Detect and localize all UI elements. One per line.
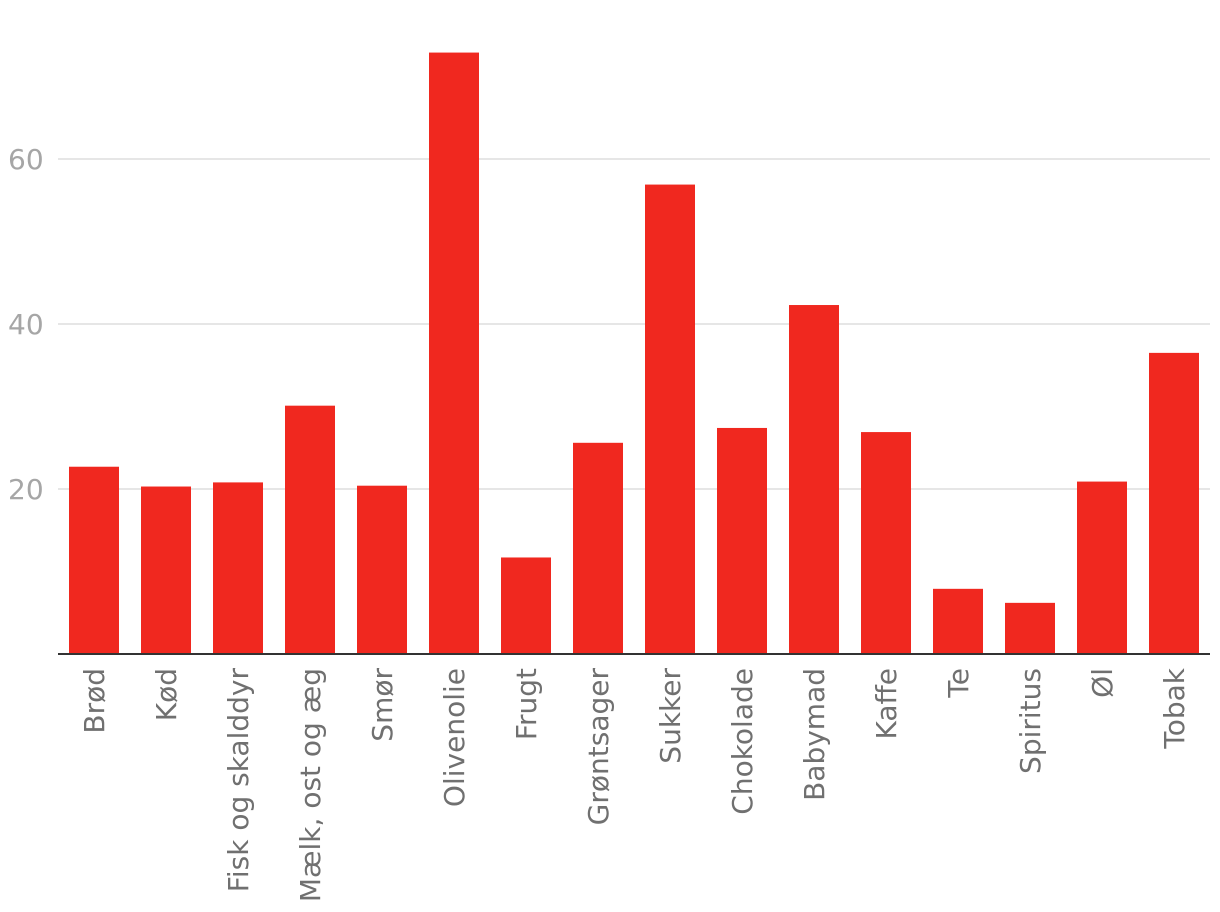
bar xyxy=(285,405,335,654)
bar xyxy=(789,305,839,654)
x-tick-label: Babymad xyxy=(798,668,831,801)
y-tick-label: 40 xyxy=(8,308,44,341)
bars xyxy=(69,52,1199,654)
x-tick-label: Kød xyxy=(150,668,183,721)
x-tick-label: Tobak xyxy=(1158,667,1191,749)
x-tick-label: Sukker xyxy=(654,668,687,764)
bar xyxy=(717,427,767,654)
bar xyxy=(1149,352,1199,654)
bar xyxy=(933,588,983,654)
x-tick-label: Frugt xyxy=(510,668,543,740)
x-tick-label: Chokolade xyxy=(726,668,759,815)
bar xyxy=(645,184,695,654)
y-tick-label: 60 xyxy=(8,143,44,176)
x-tick-label: Olivenolie xyxy=(438,668,471,807)
x-tick-label: Kaffe xyxy=(870,668,903,740)
bar xyxy=(573,442,623,654)
x-axis-ticks: Brød Kød Fisk og skalddyr Mælk, ost og æg Sm… xyxy=(78,667,1191,902)
x-tick-label: Øl xyxy=(1086,668,1119,698)
bar xyxy=(357,485,407,654)
x-tick-label: Te xyxy=(942,668,975,699)
bar xyxy=(213,482,263,654)
bar xyxy=(429,52,479,654)
y-axis-ticks: 20 40 60 xyxy=(8,143,44,506)
y-tick-label: 20 xyxy=(8,473,44,506)
bar xyxy=(141,486,191,654)
x-tick-label: Mælk, ost og æg xyxy=(294,668,327,902)
x-tick-label: Grøntsager xyxy=(582,668,615,826)
bar xyxy=(501,557,551,654)
x-tick-label: Spiritus xyxy=(1014,668,1047,774)
bar xyxy=(69,466,119,654)
gridlines xyxy=(58,158,1210,490)
bar xyxy=(861,432,911,654)
bar xyxy=(1005,602,1055,654)
x-tick-label: Smør xyxy=(366,668,399,742)
x-tick-label: Brød xyxy=(78,668,111,734)
x-tick-label: Fisk og skalddyr xyxy=(222,668,255,893)
bar xyxy=(1077,481,1127,654)
